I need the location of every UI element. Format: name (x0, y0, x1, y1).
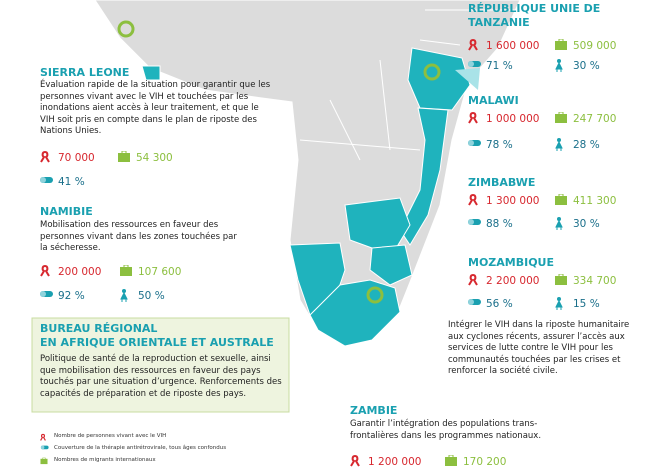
stat-art: 92 % (58, 290, 85, 302)
stat-migrants: 247 700 (573, 113, 617, 125)
icon-migrants (555, 193, 567, 208)
country-name: MALAWI (468, 94, 519, 107)
icon-migrants (118, 150, 130, 165)
stat-women: 30 % (573, 218, 600, 230)
stat-migrants: 334 700 (573, 275, 617, 287)
stat-women: 15 % (573, 298, 600, 310)
stat-hiv: 1 200 000 (368, 456, 422, 468)
stat-art: 88 % (486, 218, 513, 230)
legend-icon (40, 445, 49, 451)
icon-women (555, 138, 563, 154)
stat-women: 50 % (138, 290, 165, 302)
icon-hiv (468, 112, 478, 127)
stat-hiv: 2 200 000 (486, 275, 540, 287)
stat-art: 78 % (486, 139, 513, 151)
country-name: ZAMBIE (350, 404, 398, 417)
stat-hiv: 200 000 (58, 266, 102, 278)
icon-hiv (468, 39, 478, 54)
country-name: MOZAMBIQUE (468, 256, 555, 269)
icon-hiv (40, 151, 50, 166)
legend-text: Nombre de personnes vivant avec le VIH (54, 433, 167, 439)
country-text: Évaluation rapide de la situation pour g… (40, 80, 271, 136)
icon-migrants (120, 264, 132, 279)
icon-art (468, 138, 482, 150)
icon-hiv (350, 455, 360, 470)
icon-women (555, 297, 563, 313)
icon-art (468, 297, 482, 309)
icon-women (555, 217, 563, 233)
icon-migrants (555, 111, 567, 126)
legend-icon (40, 457, 48, 466)
stat-hiv: 1 000 000 (486, 113, 540, 125)
country-text: Garantir l’intégration des populations t… (350, 419, 542, 441)
legend-text: Nombres de migrants internationaux (54, 457, 156, 463)
icon-art (40, 175, 54, 187)
stat-art: 41 % (58, 176, 85, 188)
icon-hiv (40, 265, 50, 280)
country-name: SIERRA LEONE (40, 66, 130, 79)
country-name: ZIMBABWE (468, 176, 536, 189)
stat-migrants: 509 000 (573, 40, 617, 52)
regional-text: Politique de santé de la reproduction et… (40, 354, 282, 399)
stat-women: 28 % (573, 139, 600, 151)
stat-hiv: 70 000 (58, 152, 95, 164)
icon-migrants (555, 273, 567, 288)
icon-art (40, 289, 54, 301)
icon-art (468, 217, 482, 229)
legend-icon (40, 433, 46, 442)
stat-art: 71 % (486, 60, 513, 72)
country-text: Intégrer le VIH dans la riposte humanita… (448, 320, 630, 376)
icon-hiv (468, 194, 478, 209)
icon-migrants (445, 454, 457, 469)
icon-women (555, 59, 563, 75)
regional-title: BUREAU RÉGIONAL (40, 322, 158, 335)
icon-art (468, 59, 482, 71)
stat-hiv: 1 300 000 (486, 195, 540, 207)
stat-migrants: 170 200 (463, 456, 507, 468)
regional-title: EN AFRIQUE ORIENTALE ET AUSTRALE (40, 336, 274, 349)
stat-migrants: 411 300 (573, 195, 617, 207)
icon-hiv (468, 274, 478, 289)
legend-text: Couverture de la thérapie antirétroviral… (54, 445, 227, 451)
stat-hiv: 1 600 000 (486, 40, 540, 52)
stat-women: 30 % (573, 60, 600, 72)
stat-migrants: 54 300 (136, 152, 173, 164)
stat-art: 56 % (486, 298, 513, 310)
country-text: Mobilisation des ressources en faveur de… (40, 220, 237, 253)
icon-women (120, 289, 128, 305)
country-name: RÉPUBLIQUE UNIE DE TANZANIE (468, 2, 601, 29)
icon-migrants (555, 38, 567, 53)
stat-migrants: 107 600 (138, 266, 182, 278)
country-name: NAMIBIE (40, 205, 93, 218)
